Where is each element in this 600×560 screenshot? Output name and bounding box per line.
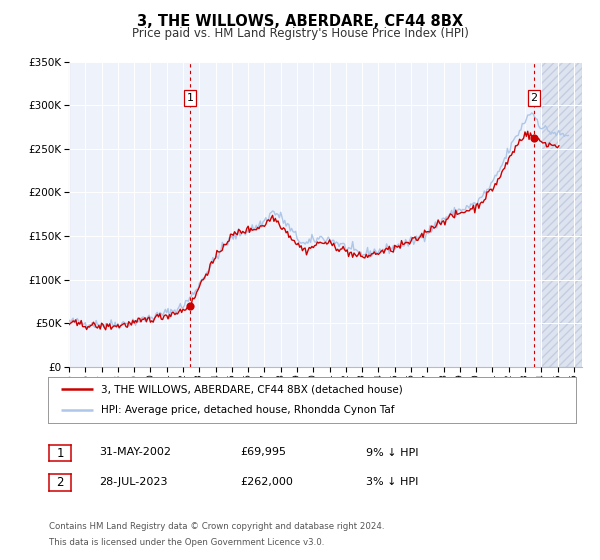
Point (529, 134, 539, 143)
Text: HPI: Average price, detached house, Rhondda Cynon Taf: HPI: Average price, detached house, Rhon… (101, 405, 394, 416)
Bar (541, 62, 582, 367)
Text: 3, THE WILLOWS, ABERDARE, CF44 8BX (detached house): 3, THE WILLOWS, ABERDARE, CF44 8BX (deta… (101, 384, 403, 394)
Text: 2: 2 (530, 93, 538, 103)
Text: 31-MAY-2002: 31-MAY-2002 (99, 447, 171, 458)
Text: 2: 2 (56, 475, 64, 489)
Text: Price paid vs. HM Land Registry's House Price Index (HPI): Price paid vs. HM Land Registry's House … (131, 27, 469, 40)
Text: 3, THE WILLOWS, ABERDARE, CF44 8BX: 3, THE WILLOWS, ABERDARE, CF44 8BX (137, 14, 463, 29)
Text: Contains HM Land Registry data © Crown copyright and database right 2024.: Contains HM Land Registry data © Crown c… (49, 522, 385, 531)
Text: 28-JUL-2023: 28-JUL-2023 (99, 477, 167, 487)
Text: £69,995: £69,995 (240, 447, 286, 458)
Text: 1: 1 (187, 93, 193, 103)
Text: This data is licensed under the Open Government Licence v3.0.: This data is licensed under the Open Gov… (49, 538, 325, 547)
Text: 1: 1 (56, 446, 64, 460)
Bar (541, 62, 582, 367)
Text: £262,000: £262,000 (240, 477, 293, 487)
Text: 3% ↓ HPI: 3% ↓ HPI (366, 477, 418, 487)
Point (185, 301, 194, 310)
Text: 9% ↓ HPI: 9% ↓ HPI (366, 447, 419, 458)
